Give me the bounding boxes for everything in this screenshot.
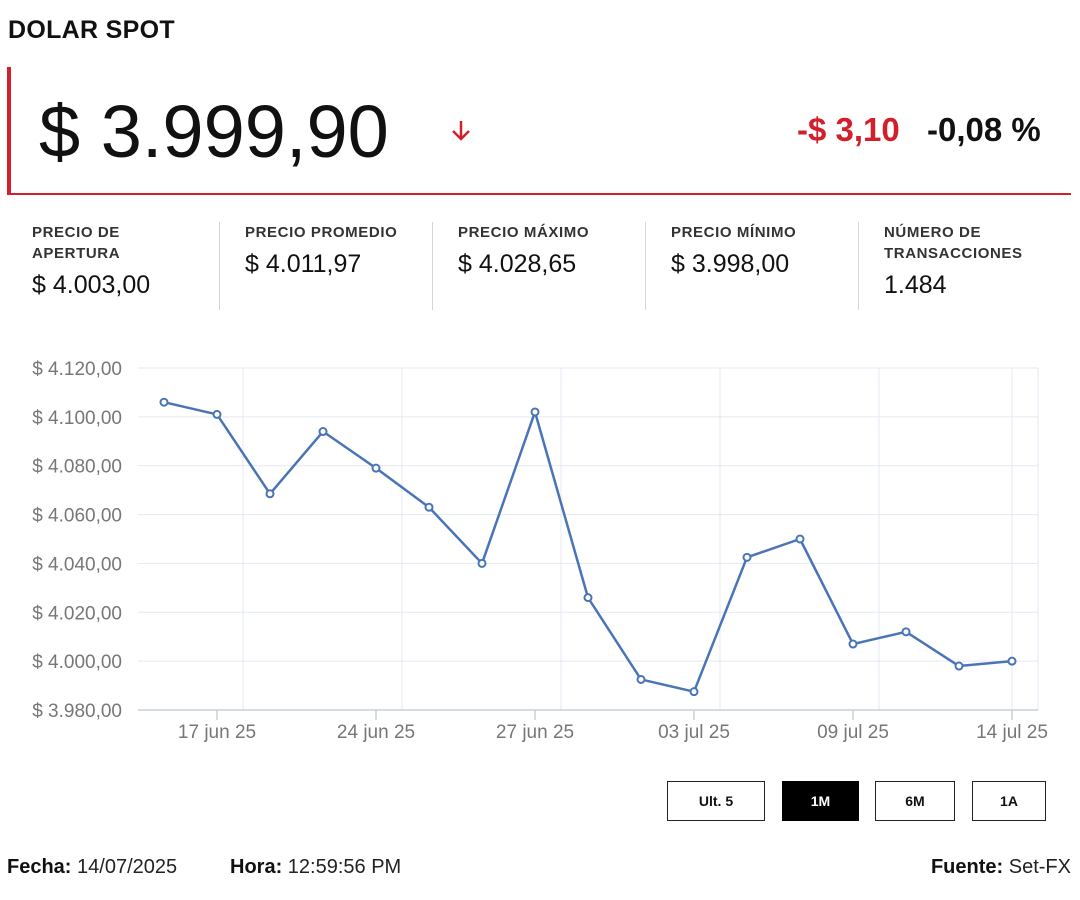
- x-tick-label: 03 jul 25: [658, 722, 730, 743]
- range-button-1a[interactable]: 1A: [972, 781, 1046, 821]
- data-point: [371, 463, 381, 473]
- stat-average: PRECIO PROMEDIO $ 4.011,97: [220, 222, 433, 310]
- x-tick-label: 14 jul 25: [976, 722, 1048, 743]
- data-point: [477, 558, 487, 568]
- current-price: $ 3.999,90: [39, 90, 389, 173]
- stat-label: PRECIO MÁXIMO: [458, 224, 590, 241]
- price-change: -$ 3,10: [797, 111, 900, 148]
- page-title: DOLAR SPOT: [8, 16, 175, 44]
- footer-date: Fecha: 14/07/2025: [7, 856, 177, 879]
- stat-value: $ 4.028,65: [458, 250, 577, 278]
- date-label: Fecha:: [7, 856, 72, 878]
- y-tick-label: $ 4.040,00: [32, 554, 122, 575]
- data-point: [795, 534, 805, 544]
- stat-value: 1.484: [884, 271, 947, 299]
- range-button-ult5[interactable]: Ult. 5: [667, 781, 765, 821]
- series-line: [163, 400, 1013, 693]
- x-tick-label: 17 jun 25: [178, 722, 256, 743]
- data-point: [848, 639, 858, 649]
- price-change-percent: -0,08 %: [927, 111, 1041, 148]
- x-tick-label: 09 jul 25: [817, 722, 889, 743]
- data-point: [530, 407, 540, 417]
- data-point: [159, 397, 169, 407]
- x-tick-label: 27 jun 25: [496, 722, 574, 743]
- stat-transactions: NÚMERO DE TRANSACCIONES 1.484: [859, 222, 1071, 310]
- arrow-down-icon: [452, 121, 470, 141]
- data-point: [583, 593, 593, 603]
- y-tick-label: $ 4.020,00: [32, 603, 122, 624]
- data-point: [954, 661, 964, 671]
- stat-value: $ 3.998,00: [671, 250, 790, 278]
- time-label: Hora:: [230, 856, 283, 878]
- range-button-1m[interactable]: 1M: [782, 781, 859, 821]
- data-point: [318, 427, 328, 437]
- data-point: [424, 502, 434, 512]
- footer-time: Hora: 12:59:56 PM: [230, 856, 401, 879]
- y-tick-label: $ 4.080,00: [32, 457, 122, 478]
- data-point: [689, 687, 699, 697]
- data-point: [636, 674, 646, 684]
- stat-label: PRECIO PROMEDIO: [245, 224, 398, 241]
- range-button-6m[interactable]: 6M: [875, 781, 955, 821]
- source-value: Set-FX: [1008, 856, 1071, 878]
- stat-value: $ 4.011,97: [245, 250, 362, 278]
- y-tick-label: $ 4.100,00: [32, 408, 122, 429]
- y-tick-label: $ 4.120,00: [32, 359, 122, 380]
- data-point: [742, 552, 752, 562]
- stat-label: PRECIO MÍNIMO: [671, 224, 797, 241]
- y-tick-label: $ 4.060,00: [32, 506, 122, 527]
- stat-min: PRECIO MÍNIMO $ 3.998,00: [646, 222, 859, 310]
- y-tick-label: $ 4.000,00: [32, 652, 122, 673]
- stat-label: PRECIO DE APERTURA: [32, 224, 121, 262]
- stat-opening: PRECIO DE APERTURA $ 4.003,00: [7, 222, 220, 310]
- stats-row: PRECIO DE APERTURA $ 4.003,00 PRECIO PRO…: [7, 222, 1071, 310]
- price-line-chart: $ 3.980,00 $ 4.000,00 $ 4.020,00 $ 4.040,00…: [32, 359, 1048, 743]
- footer-source: Fuente: Set-FX: [931, 856, 1071, 879]
- date-value: 14/07/2025: [77, 856, 178, 878]
- price-panel: $ 3.999,90 -$ 3,10 -0,08 %: [7, 67, 1071, 195]
- source-label: Fuente:: [930, 856, 1004, 878]
- data-point: [265, 489, 275, 499]
- data-point: [212, 409, 222, 419]
- stat-max: PRECIO MÁXIMO $ 4.028,65: [433, 222, 646, 310]
- time-value: 12:59:56 PM: [287, 856, 402, 878]
- data-point: [1007, 656, 1017, 666]
- stat-label: NÚMERO DE TRANSACCIONES: [884, 224, 1023, 262]
- y-tick-label: $ 3.980,00: [32, 701, 122, 722]
- stat-value: $ 4.003,00: [32, 271, 151, 299]
- data-point: [901, 627, 911, 637]
- x-tick-label: 24 jun 25: [337, 722, 415, 743]
